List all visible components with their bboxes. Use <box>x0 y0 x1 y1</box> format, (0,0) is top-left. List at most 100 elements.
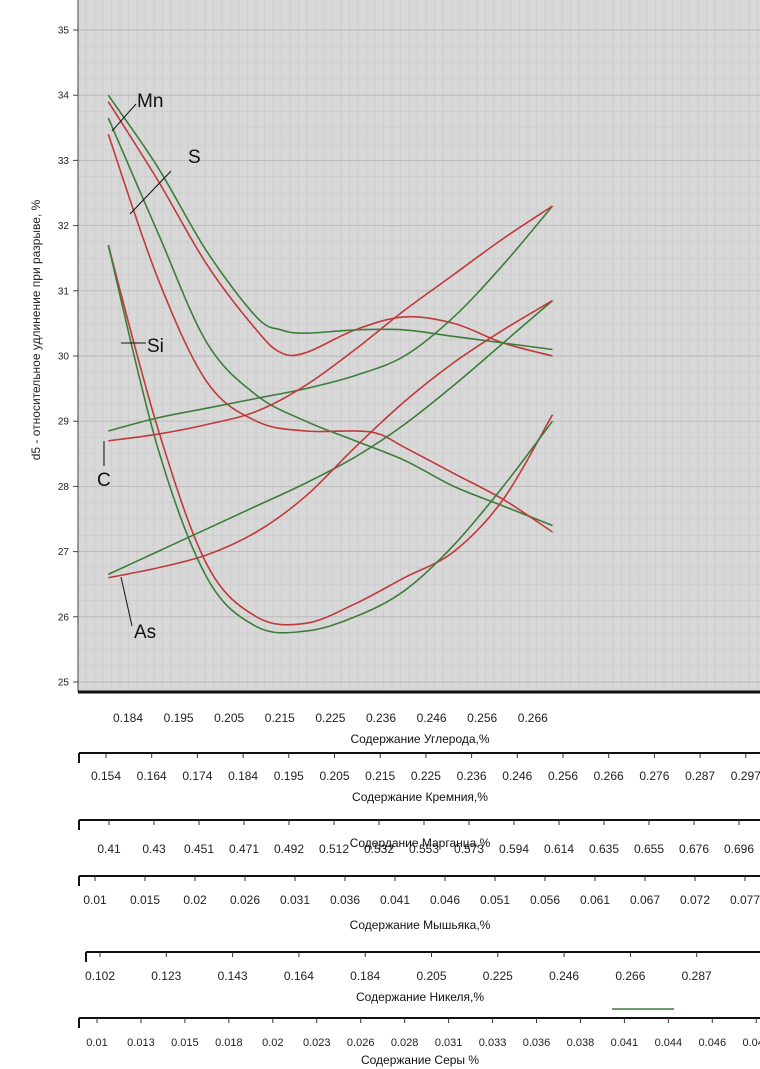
x-tick-label: 0.028 <box>391 1037 419 1049</box>
x-tick-label: 0.02 <box>262 1037 283 1049</box>
y-tick-label: 32 <box>58 221 70 232</box>
x-axis-1: 0.184 0.195 0.205 0.215 0.225 0.236 0.246 0.256… <box>78 690 760 746</box>
x-tick-label: 0.164 <box>137 769 167 783</box>
x-tick-label: 0.297 <box>731 769 760 783</box>
x-tick-label: 0.031 <box>280 893 310 907</box>
x-tick-label: 0.01 <box>83 893 107 907</box>
x-tick-label: 0.553 <box>409 842 439 856</box>
y-tick-label: 30 <box>58 352 70 363</box>
x-tick-label: 0.123 <box>151 969 181 983</box>
x-tick-label: 0.072 <box>680 893 710 907</box>
x-axis-title: Содердание Марганца,% <box>350 836 491 850</box>
x-tick-label: 0.195 <box>274 769 304 783</box>
x-axis-title: Содержание Никеля,% <box>356 990 484 1004</box>
x-tick-label: 0.246 <box>417 711 447 725</box>
x-axis-title: Содержание Серы % <box>361 1053 479 1067</box>
curve-label-leader-s <box>129 170 172 215</box>
curve-label-as: As <box>134 622 156 643</box>
x-tick-label: 0.195 <box>164 711 194 725</box>
x-tick-label: 0.512 <box>319 842 349 856</box>
x-tick-label: 0.471 <box>229 842 259 856</box>
series-s-red-line <box>107 134 553 533</box>
x-tick-label: 0.067 <box>630 893 660 907</box>
x-tick-label: 0.015 <box>171 1037 199 1049</box>
x-axis-6: 0.01 0.013 0.015 0.018 0.02 0.023 0.026 0.028 0.… <box>78 1017 760 1067</box>
x-tick-label: 0.225 <box>315 711 345 725</box>
x-tick-label: 0.492 <box>274 842 304 856</box>
x-tick-label: 0.225 <box>483 969 513 983</box>
x-tick-label: 0.256 <box>548 769 578 783</box>
series-layer <box>107 94 554 634</box>
x-tick-label: 0.246 <box>502 769 532 783</box>
x-tick-label: 0.287 <box>685 769 715 783</box>
x-tick-label: 0.036 <box>330 893 360 907</box>
x-tick-label: 0.655 <box>634 842 664 856</box>
x-axis-2: 0.154 0.164 0.174 0.184 0.195 0.205 0.215 0.225… <box>78 752 760 804</box>
x-tick-label: 0.154 <box>91 769 121 783</box>
y-tick-label: 25 <box>58 678 70 689</box>
x-axis-4: 0.01 0.015 0.02 0.026 0.031 0.036 0.041 0.046 0.… <box>78 875 760 932</box>
x-tick-label: 0.287 <box>682 969 712 983</box>
x-axis-3: 0.41 0.43 0.451 0.471 0.492 0.512 0.532 0.553 0.… <box>78 819 760 856</box>
x-axes: 0.184 0.195 0.205 0.215 0.225 0.236 0.246 0.256… <box>78 690 760 1067</box>
x-tick-label: 0.573 <box>454 842 484 856</box>
x-tick-label: 0.046 <box>699 1037 727 1049</box>
x-tick-label: 0.174 <box>182 769 212 783</box>
y-tick-label: 29 <box>58 417 70 428</box>
x-tick-label: 0.143 <box>218 969 248 983</box>
x-tick-label: 0.056 <box>530 893 560 907</box>
x-tick-label: 0.02 <box>183 893 207 907</box>
curve-label-si: Si <box>147 336 164 357</box>
x-tick-label: 0.018 <box>215 1037 243 1049</box>
curve-label-leader-mn <box>111 103 137 132</box>
y-axis-label: d5 - относительное удлинение при разрыве… <box>29 199 43 460</box>
x-tick-label: 0.061 <box>580 893 610 907</box>
x-tick-label: 0.215 <box>365 769 395 783</box>
x-tick-label: 0.041 <box>611 1037 639 1049</box>
x-tick-label: 0.01 <box>86 1037 107 1049</box>
x-tick-label: 0.205 <box>416 969 446 983</box>
series-as-red-line <box>108 299 553 579</box>
x-tick-label: 0.184 <box>113 711 143 725</box>
x-tick-label: 0.046 <box>430 893 460 907</box>
curve-labels: Mn S Si C As <box>97 91 201 643</box>
y-tick-label: 31 <box>58 286 70 297</box>
x-tick-label: 0.266 <box>615 969 645 983</box>
x-tick-label: 0.266 <box>594 769 624 783</box>
y-tick-label: 28 <box>58 482 70 493</box>
x-tick-label: 0.205 <box>214 711 244 725</box>
x-tick-label: 0.026 <box>347 1037 375 1049</box>
curve-label-leader-as <box>120 576 133 627</box>
x-tick-label: 0.236 <box>366 711 396 725</box>
series-c-green-line <box>108 205 554 432</box>
series-as-green-line <box>107 299 554 576</box>
x-tick-label: 0.044 <box>655 1037 683 1049</box>
series-c-red-line <box>108 205 553 442</box>
x-tick-label: 0.031 <box>435 1037 463 1049</box>
x-tick-label: 0.696 <box>724 842 754 856</box>
x-tick-label: 0.614 <box>544 842 574 856</box>
curve-label-c: C <box>97 470 111 491</box>
x-tick-label: 0.015 <box>130 893 160 907</box>
curve-label-s: S <box>188 147 201 168</box>
x-tick-label: 0.077 <box>730 893 760 907</box>
x-axis-title: Содержание Мышьяка,% <box>350 918 491 932</box>
x-tick-label: 0.276 <box>639 769 669 783</box>
x-tick-label: 0.676 <box>679 842 709 856</box>
x-tick-label: 0.256 <box>467 711 497 725</box>
x-tick-label: 0.033 <box>479 1037 507 1049</box>
y-tick-label: 34 <box>58 91 70 102</box>
x-tick-label: 0.184 <box>350 969 380 983</box>
x-tick-label: 0.036 <box>523 1037 551 1049</box>
x-tick-label: 0.049 <box>742 1037 760 1049</box>
x-tick-label: 0.236 <box>457 769 487 783</box>
y-tick-label: 27 <box>58 547 70 558</box>
x-tick-label: 0.41 <box>97 842 121 856</box>
x-tick-label: 0.205 <box>319 769 349 783</box>
x-axis-title: Содержание Углерода,% <box>350 732 489 746</box>
x-tick-label: 0.266 <box>518 711 548 725</box>
curve-label-mn: Mn <box>137 91 163 112</box>
y-tick-label: 33 <box>58 156 70 167</box>
x-tick-label: 0.215 <box>265 711 295 725</box>
